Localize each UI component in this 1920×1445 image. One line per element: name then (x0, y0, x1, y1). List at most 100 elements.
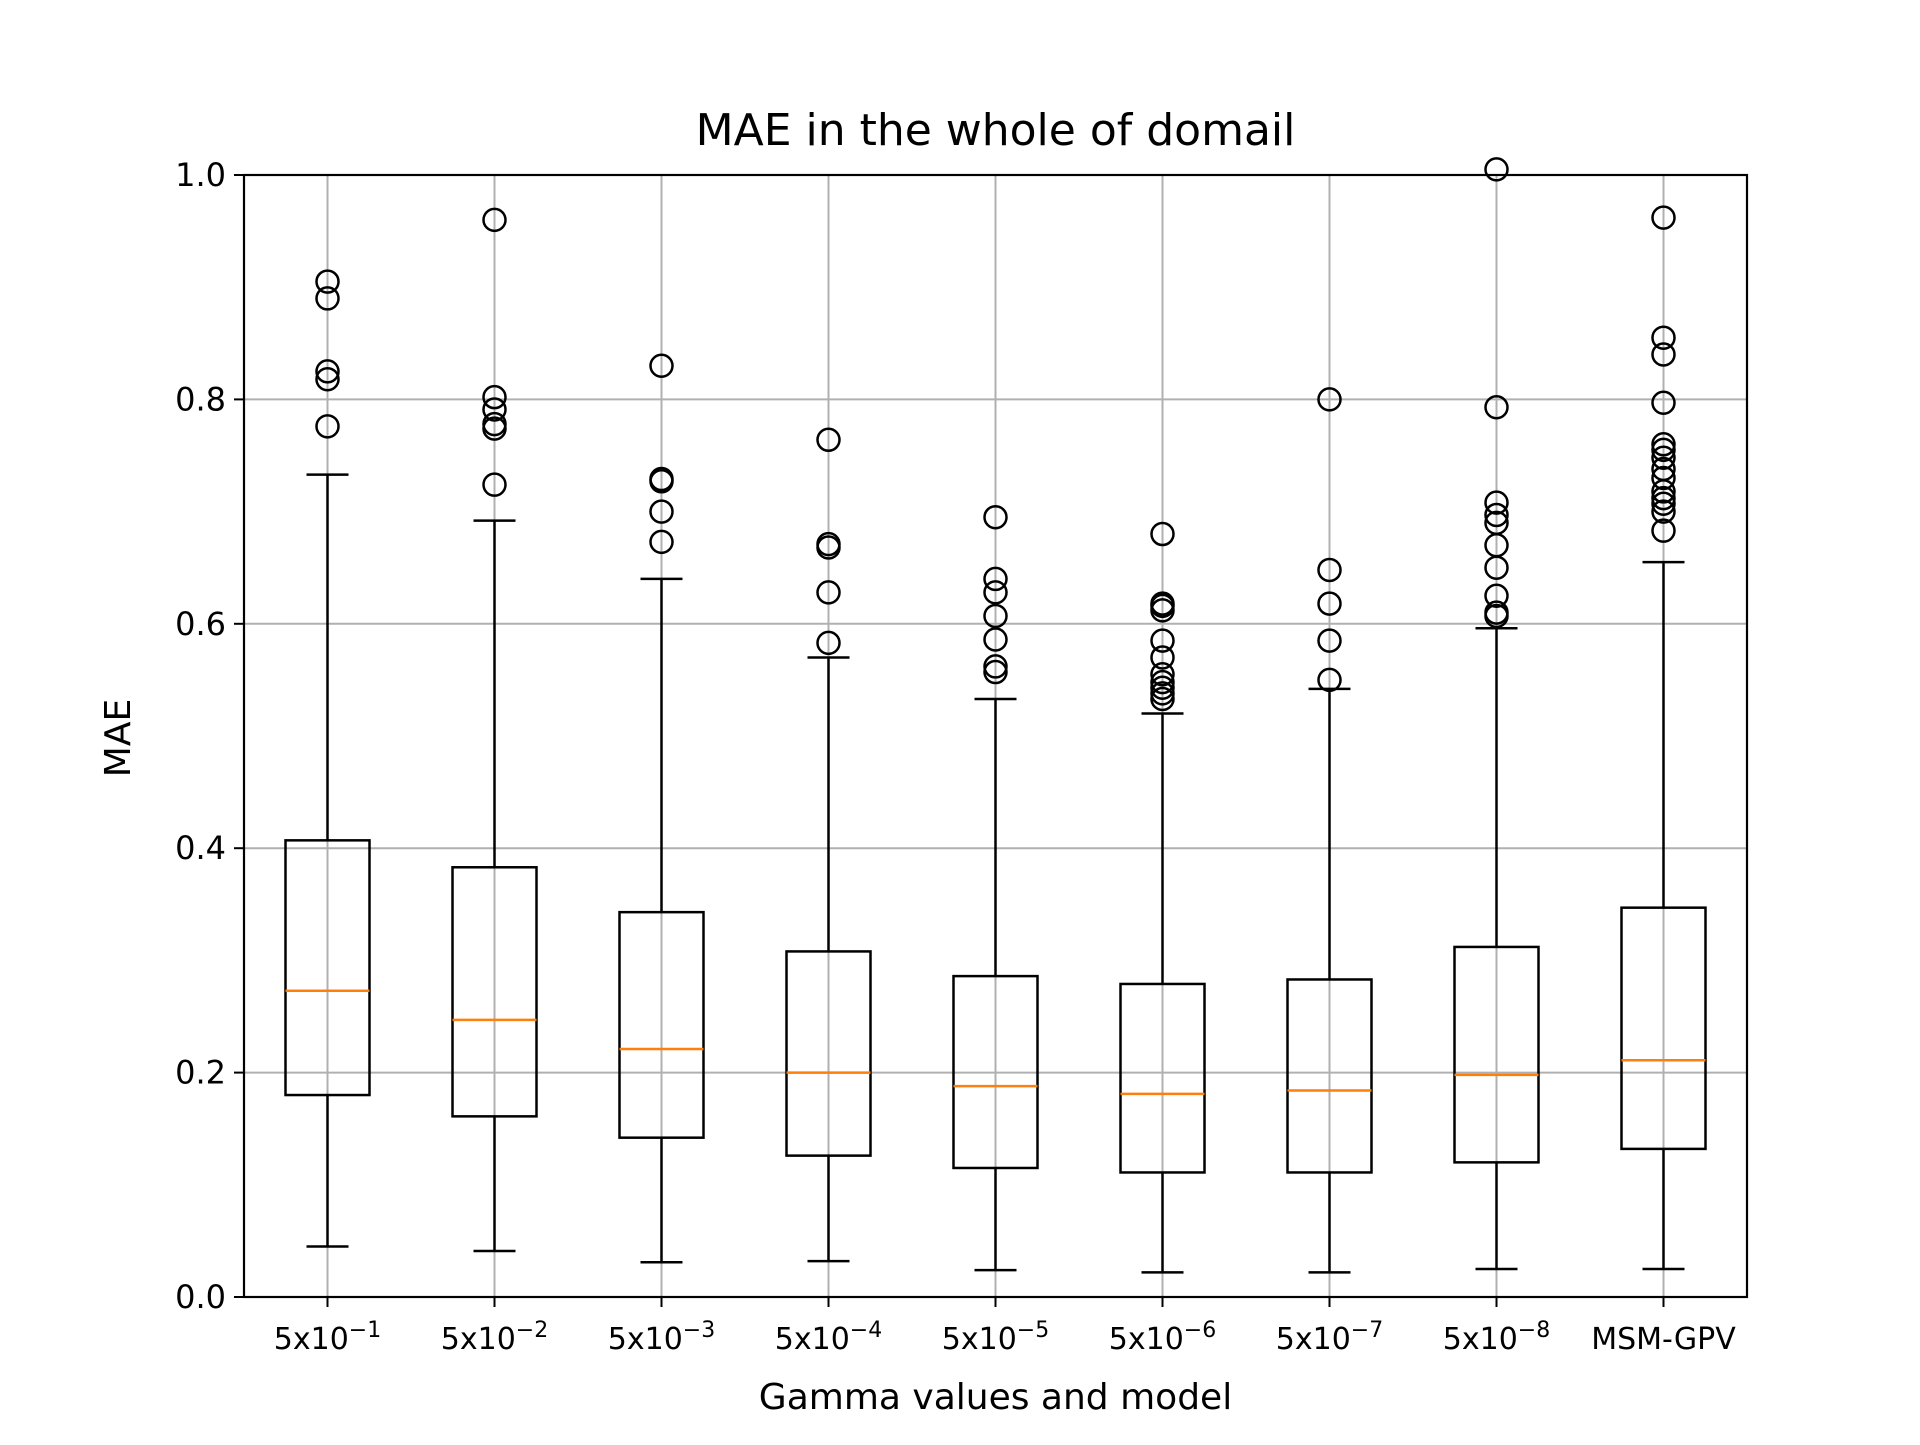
box-group (1286, 387, 1373, 1274)
outlier-point (1150, 521, 1175, 547)
outlier-point (1651, 518, 1676, 543)
outlier-point (1651, 325, 1676, 350)
outlier-point (1484, 583, 1509, 608)
outlier-point (1651, 456, 1676, 482)
x-tick-label-base: 5x10 (775, 1322, 850, 1357)
x-axis-title: Gamma values and model (759, 1377, 1232, 1418)
outlier-point (315, 414, 340, 439)
box-group (952, 504, 1039, 1272)
x-tick-label-base: 5x10 (608, 1322, 683, 1357)
x-tick-label: 5x10−7 (1276, 1318, 1383, 1357)
box-group (618, 353, 705, 1264)
outlier-point (1484, 502, 1509, 528)
outlier-point (1651, 491, 1676, 516)
outlier-point (983, 504, 1008, 530)
iqr-box (1453, 945, 1540, 1164)
y-tick-label: 0.2 (175, 1054, 226, 1092)
y-tick-label: 0.0 (175, 1278, 226, 1316)
iqr-box (284, 839, 371, 1097)
outlier-point (1651, 499, 1676, 524)
outlier-point (983, 654, 1008, 679)
outlier-point (983, 659, 1008, 685)
outlier-point (649, 353, 674, 378)
box-group (785, 427, 872, 1263)
outlier-point (315, 359, 340, 384)
outlier-point (1484, 510, 1509, 536)
iqr-box (618, 910, 705, 1139)
box-group (1620, 205, 1707, 1271)
x-tick-label-base: 5x10 (441, 1322, 516, 1357)
x-tick-label: 5x10−5 (942, 1318, 1049, 1357)
x-tick-label-exponent: −1 (349, 1318, 381, 1343)
y-tick-label: 0.8 (175, 380, 226, 418)
x-tick-label-base: 5x10 (1109, 1322, 1184, 1357)
outlier-point (1484, 490, 1509, 515)
outlier-point (1651, 390, 1676, 416)
x-tick-label: 5x10−8 (1443, 1318, 1550, 1357)
outlier-point (482, 397, 507, 422)
outlier-point (983, 627, 1008, 652)
outlier-point (1651, 342, 1676, 367)
x-tick-label-exponent: −7 (1351, 1318, 1383, 1343)
x-tick-label-base: 5x10 (1276, 1322, 1351, 1357)
y-axis-title: MAE (98, 699, 139, 777)
outlier-point (482, 384, 507, 410)
x-tick-label-base: MSM-GPV (1591, 1322, 1736, 1357)
x-tick-label: 5x10−2 (441, 1318, 548, 1357)
x-tick-label-base: 5x10 (942, 1322, 1017, 1357)
outlier-point (1651, 485, 1676, 511)
outlier-point (1317, 667, 1342, 693)
iqr-box (1286, 978, 1373, 1174)
x-tick-label: 5x10−3 (608, 1318, 715, 1357)
outlier-point (649, 499, 674, 524)
outlier-point (1651, 437, 1676, 463)
outlier-point (1317, 591, 1342, 616)
outlier-point (983, 566, 1008, 592)
iqr-box (1620, 906, 1707, 1151)
outlier-point (1651, 432, 1676, 457)
x-tick-label-exponent: −6 (1184, 1318, 1216, 1343)
iqr-box (785, 950, 872, 1157)
outlier-point (983, 580, 1008, 605)
iqr-box (1119, 982, 1206, 1174)
x-tick-label: 5x10−6 (1109, 1318, 1216, 1357)
x-tick-label: 5x10−1 (274, 1318, 381, 1357)
x-tick-label-exponent: −8 (1518, 1318, 1550, 1343)
outlier-point (1150, 591, 1175, 616)
outlier-point (482, 207, 507, 233)
outlier-point (1150, 681, 1175, 706)
y-tick-label: 0.4 (175, 829, 226, 867)
outlier-point (1317, 387, 1342, 412)
x-tick-label-exponent: −5 (1017, 1318, 1049, 1343)
x-tick-label-exponent: −3 (683, 1318, 715, 1343)
outlier-point (1150, 686, 1175, 712)
box-group (1453, 157, 1540, 1271)
outlier-point (1484, 157, 1509, 182)
outlier-point (315, 269, 340, 294)
outlier-point (1150, 645, 1175, 670)
outlier-point (1317, 557, 1342, 583)
outlier-point (315, 286, 340, 311)
y-tick-label: 1.0 (175, 156, 226, 194)
outlier-point (1651, 445, 1676, 470)
outlier-point (1651, 205, 1676, 230)
box-group (451, 207, 538, 1253)
outlier-point (816, 630, 841, 656)
x-tick-label-exponent: −2 (516, 1318, 548, 1343)
box-group (284, 269, 371, 1248)
outlier-point (1150, 675, 1175, 701)
outlier-point (816, 427, 841, 453)
outlier-point (1150, 669, 1175, 695)
x-tick-label: 5x10−4 (775, 1318, 882, 1357)
outlier-point (482, 411, 507, 437)
x-tick-label-base: 5x10 (1443, 1322, 1518, 1357)
outlier-point (649, 529, 674, 555)
box-layer (284, 157, 1707, 1274)
outlier-point (1150, 628, 1175, 653)
outlier-point (1150, 662, 1175, 687)
y-tick-label: 0.6 (175, 605, 226, 643)
outlier-point (816, 531, 841, 557)
